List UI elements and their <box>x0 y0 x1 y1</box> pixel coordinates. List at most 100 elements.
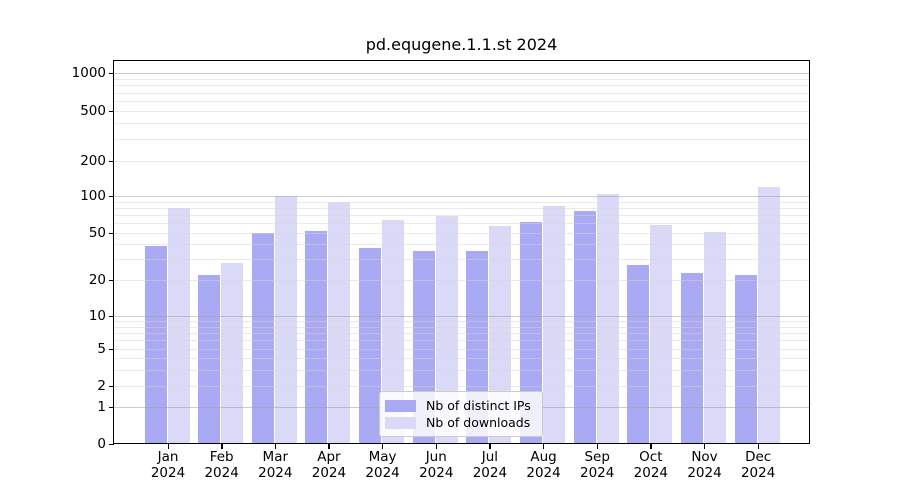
x-tick-label: Jun 2024 <box>408 449 464 481</box>
bar-distinct-ips-may <box>359 248 382 444</box>
gridline-minor <box>114 78 810 80</box>
gridline-minor <box>114 369 810 371</box>
gridline-minor <box>114 92 810 94</box>
gridline-minor <box>114 386 810 387</box>
x-tick-month: Oct <box>639 449 663 465</box>
x-tick-month: Apr <box>317 449 341 465</box>
x-tick-mark <box>489 444 491 449</box>
y-tick-label: 10 <box>88 308 106 324</box>
x-tick-label: Sep 2024 <box>569 449 625 481</box>
x-tick-mark <box>757 444 760 449</box>
bar-distinct-ips-feb <box>198 275 221 444</box>
x-tick-year: 2024 <box>526 464 561 481</box>
x-tick-year: 2024 <box>204 464 239 481</box>
x-tick-label: Apr 2024 <box>301 449 357 481</box>
x-tick-year: 2024 <box>740 464 776 481</box>
bar-downloads-mar <box>274 196 297 444</box>
y-tick-label: 1 <box>97 399 106 415</box>
y-tick-mark <box>109 110 114 112</box>
x-tick-label: Nov 2024 <box>677 449 733 481</box>
x-tick-label: Mar 2024 <box>247 449 303 481</box>
gridline-minor <box>114 340 810 342</box>
gridline-minor <box>114 244 810 246</box>
y-tick-mark <box>109 72 114 74</box>
x-tick-year: 2024 <box>472 464 508 481</box>
x-tick-month: Aug <box>530 449 557 465</box>
x-tick-year: 2024 <box>580 464 615 481</box>
gridline-minor <box>114 358 810 359</box>
y-tick-mark <box>109 406 114 408</box>
bar-downloads-dec <box>757 186 780 444</box>
x-tick-mark <box>382 444 384 449</box>
legend-swatch-downloads-icon <box>385 416 416 429</box>
y-tick-label: 2 <box>97 378 106 394</box>
legend-label-downloads: Nb of downloads <box>426 415 531 430</box>
y-tick-mark <box>109 232 114 234</box>
gridline-minor <box>114 138 810 140</box>
gridline-major <box>114 316 810 317</box>
x-tick-month: Feb <box>209 449 234 465</box>
y-tick-label: 1000 <box>71 65 106 81</box>
x-tick-month: Jun <box>425 449 447 465</box>
x-tick-mark <box>543 444 545 449</box>
x-tick-label: Oct 2024 <box>623 449 679 481</box>
legend-item-distinct-ips: Nb of distinct IPs <box>385 397 536 414</box>
bar-distinct-ips-aug <box>520 221 543 444</box>
y-tick-label: 200 <box>80 153 106 169</box>
x-tick-month: May <box>368 449 397 465</box>
y-tick-mark <box>109 195 114 197</box>
x-tick-label: Dec 2024 <box>730 449 786 481</box>
y-tick-mark <box>109 348 114 350</box>
bar-downloads-aug <box>543 205 566 444</box>
x-tick-month: Nov <box>691 449 718 465</box>
gridline-minor <box>114 161 810 162</box>
x-tick-month: Jul <box>481 449 499 465</box>
gridline-minor <box>114 85 810 87</box>
gridline-major <box>114 196 810 197</box>
legend-label-distinct-ips: Nb of distinct IPs <box>426 398 531 413</box>
x-tick-mark <box>596 444 599 449</box>
x-tick-year: 2024 <box>687 464 722 481</box>
x-tick-label: Jan 2024 <box>140 449 196 481</box>
x-tick-month: Jan <box>157 449 179 465</box>
x-tick-mark <box>435 444 438 449</box>
bar-downloads-may <box>382 219 405 444</box>
x-tick-year: 2024 <box>633 464 669 481</box>
gridline-minor <box>114 326 810 328</box>
gridline-minor <box>114 201 810 203</box>
y-tick-label: 500 <box>80 103 106 119</box>
bar-downloads-sep <box>596 193 619 444</box>
y-tick-label: 0 <box>97 436 106 452</box>
y-tick-label: 5 <box>97 341 106 357</box>
y-tick-mark <box>109 315 114 317</box>
gridline-minor <box>114 233 810 234</box>
gridline-minor <box>114 207 810 209</box>
bar-downloads-nov <box>704 231 726 444</box>
gridline-minor <box>114 259 810 261</box>
x-tick-label: Aug 2024 <box>516 449 572 481</box>
gridline-minor <box>114 123 810 125</box>
legend: Nb of distinct IPs Nb of downloads <box>379 391 543 437</box>
y-tick-label: 100 <box>80 188 106 204</box>
x-tick-label: May 2024 <box>355 449 411 481</box>
chart-title: pd.equgene.1.1.st 2024 <box>365 35 558 54</box>
gridline-minor <box>114 349 810 350</box>
x-tick-mark <box>274 444 277 449</box>
x-tick-year: 2024 <box>258 464 293 481</box>
bar-distinct-ips-dec <box>734 275 757 444</box>
y-tick-mark <box>109 385 114 387</box>
y-tick-label: 20 <box>88 272 106 288</box>
bar-downloads-feb <box>221 262 244 444</box>
bar-distinct-ips-mar <box>251 233 274 444</box>
x-tick-mark <box>650 444 652 449</box>
bar-distinct-ips-oct <box>627 264 650 444</box>
gridline-minor <box>114 215 810 216</box>
x-tick-label: Jul 2024 <box>462 449 518 481</box>
gridline-minor <box>114 101 810 102</box>
gridline-major <box>114 73 810 74</box>
gridline-minor <box>114 223 810 225</box>
legend-item-downloads: Nb of downloads <box>385 414 536 431</box>
y-tick-mark <box>109 279 114 281</box>
bar-distinct-ips-apr <box>305 230 328 444</box>
